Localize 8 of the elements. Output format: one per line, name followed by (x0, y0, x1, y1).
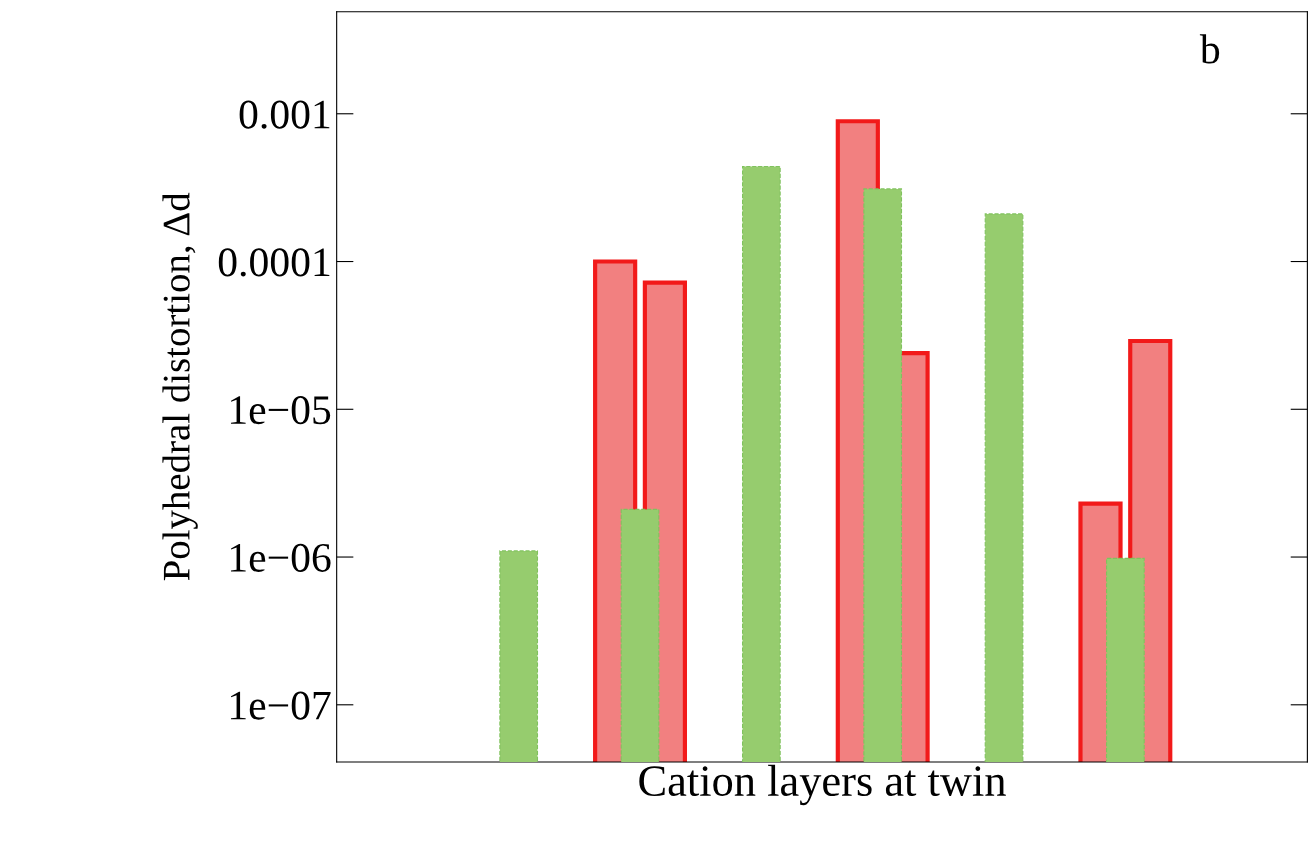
y-tick-label: 1e−05 (230, 396, 331, 425)
y-tick-label: 0.0001 (218, 248, 330, 277)
x-axis-title: Cation layers at twin (639, 764, 1006, 806)
y-tick-label: 0.001 (239, 100, 330, 129)
y-tick-label: 1e−07 (230, 691, 331, 720)
annotation: b (1199, 34, 1220, 64)
y-axis-title: Polyhedral distortion, Δd (162, 192, 198, 581)
y-tick-label: 1e−06 (230, 543, 331, 572)
